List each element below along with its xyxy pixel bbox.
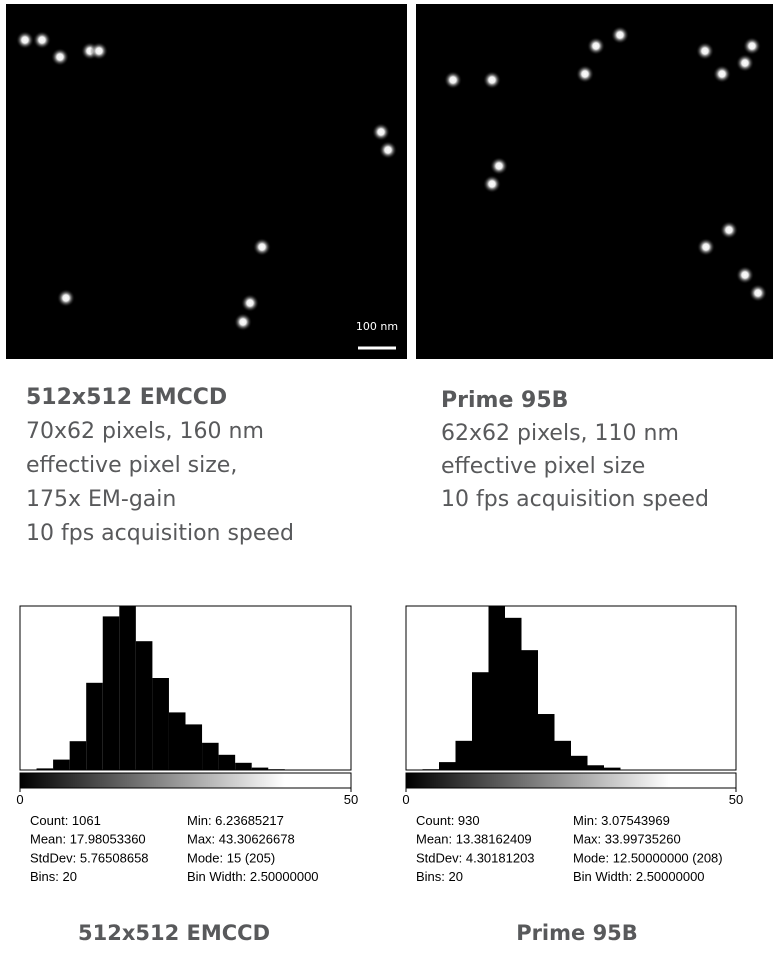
histogram-label: 512x512 EMCCD [78, 921, 270, 945]
bar [538, 714, 555, 770]
stat: Mode: 15 (205) [187, 850, 275, 865]
spot [736, 266, 754, 284]
stat: Count: 930 [416, 813, 480, 828]
x-tick-label: 50 [344, 792, 358, 807]
bar [554, 740, 571, 770]
spot [696, 42, 714, 60]
x-tick-label: 50 [729, 792, 743, 807]
stat: Max: 33.99735260 [573, 832, 681, 847]
caption-title: Prime 95B [441, 388, 568, 413]
scale-bar-label: 100 nm [356, 320, 398, 333]
bar [505, 617, 522, 770]
histogram-label: Prime 95B [516, 921, 638, 945]
spot [576, 65, 594, 83]
bar [235, 762, 252, 770]
spot [720, 221, 738, 239]
caption-line: effective pixel size, [26, 453, 237, 478]
stat: Mode: 12.50000000 (208) [573, 850, 723, 865]
caption-line: 175x EM-gain [26, 487, 176, 512]
spot [379, 141, 397, 159]
stat: Mean: 17.98053360 [30, 832, 146, 847]
bar [86, 682, 103, 770]
bar [455, 740, 472, 770]
spot [483, 175, 501, 193]
bar [218, 754, 236, 770]
spot [16, 31, 34, 49]
stat: Bin Width: 2.50000000 [187, 869, 319, 884]
spot [234, 313, 252, 331]
stat: StdDev: 4.30181203 [416, 850, 535, 865]
bar [135, 641, 153, 770]
caption-line: 70x62 pixels, 160 nm [26, 419, 264, 444]
stat: Bin Width: 2.50000000 [573, 869, 705, 884]
caption-line: 62x62 pixels, 110 nm [441, 421, 679, 446]
spot [697, 238, 715, 256]
spot [90, 42, 108, 60]
bar [119, 606, 136, 770]
spot [611, 26, 629, 44]
bar [268, 769, 285, 770]
spot [736, 54, 754, 72]
spot [51, 48, 69, 66]
stat: Max: 43.30626678 [187, 832, 295, 847]
bar [439, 762, 456, 770]
bar [69, 741, 87, 770]
bar [202, 742, 219, 770]
bar [422, 769, 439, 770]
bar [604, 767, 621, 770]
caption-title: 512x512 EMCCD [26, 385, 227, 410]
stat: StdDev: 5.76508658 [30, 850, 149, 865]
spot [483, 71, 501, 89]
stat: Min: 3.07543969 [573, 813, 670, 828]
spot [749, 284, 767, 302]
x-tick-label: 0 [402, 792, 409, 807]
spot [33, 31, 51, 49]
stat: Mean: 13.38162409 [416, 832, 532, 847]
prime-image [416, 4, 773, 359]
caption-line: effective pixel size [441, 454, 645, 479]
lut-bar [405, 772, 737, 789]
spot [743, 37, 761, 55]
stat: Min: 6.23685217 [187, 813, 284, 828]
bar [102, 616, 120, 770]
bar [185, 724, 203, 770]
spot [490, 157, 508, 175]
spot [713, 65, 731, 83]
bar [168, 712, 186, 770]
spot [372, 123, 390, 141]
spot [57, 289, 75, 307]
stat: Bins: 20 [30, 869, 77, 884]
bar [571, 755, 588, 770]
x-tick-label: 0 [16, 792, 23, 807]
bar [53, 759, 70, 770]
spot [253, 238, 271, 256]
bar [36, 768, 54, 770]
spot [241, 294, 259, 312]
bar [488, 606, 505, 770]
bar [251, 767, 269, 770]
bar [472, 672, 489, 770]
spot [444, 71, 462, 89]
stat: Bins: 20 [416, 869, 463, 884]
caption-line: 10 fps acquisition speed [26, 521, 294, 546]
spot [587, 37, 605, 55]
bar [152, 678, 169, 770]
bar [521, 650, 538, 770]
bar [587, 765, 604, 770]
caption-line: 10 fps acquisition speed [441, 487, 709, 512]
stat: Count: 1061 [30, 813, 101, 828]
lut-bar [19, 772, 352, 789]
